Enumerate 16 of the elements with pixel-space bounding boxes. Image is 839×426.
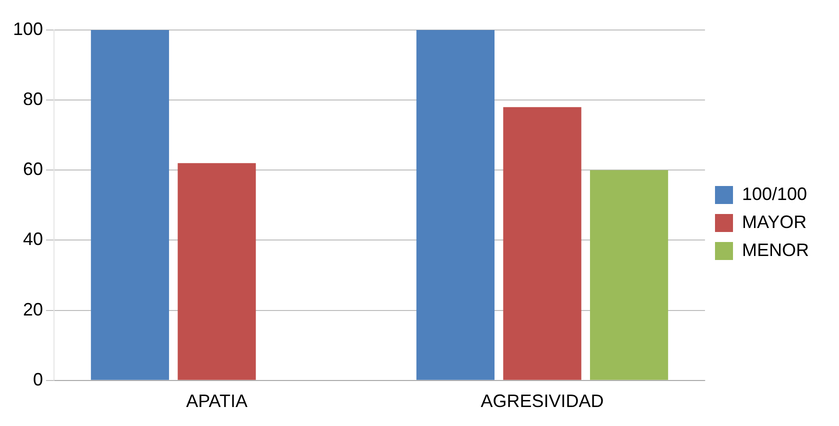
legend-label: MENOR: [742, 240, 809, 260]
y-tick-label: 60: [23, 159, 44, 180]
bar: [90, 30, 170, 380]
y-tick-label: 100: [12, 18, 44, 39]
x-tick-label: AGRESIVIDAD: [480, 391, 604, 412]
y-tick-label: 0: [33, 369, 44, 390]
bar: [503, 107, 582, 380]
y-tick-label: 40: [23, 229, 44, 250]
bar: [416, 30, 495, 380]
bar: [590, 170, 668, 380]
bar: [178, 163, 256, 380]
y-tick-label: 80: [23, 89, 44, 110]
x-tick-label: APATIA: [186, 391, 248, 412]
legend-label: 100/100: [742, 184, 808, 204]
y-tick-label: 20: [23, 299, 44, 320]
legend-label: MAYOR: [742, 212, 807, 232]
